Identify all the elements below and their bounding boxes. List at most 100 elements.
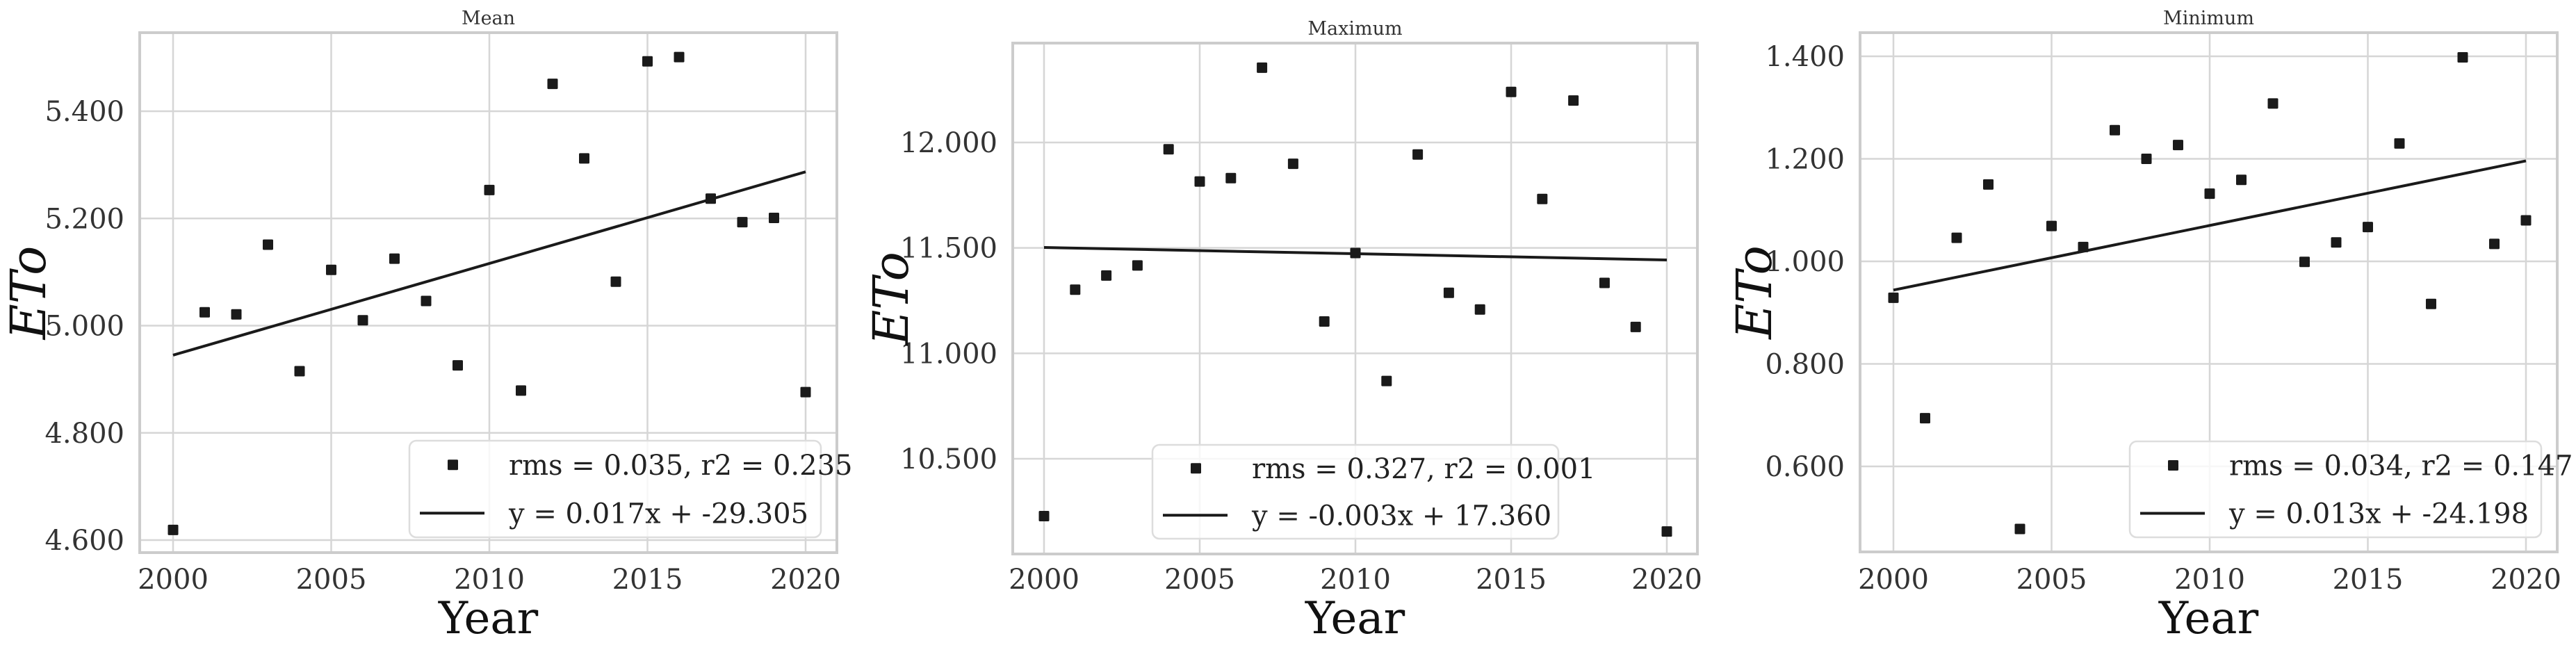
y-tick-label: 1.000	[1765, 246, 1845, 278]
chart-title: Mean	[462, 8, 515, 29]
y-tick-label: 4.600	[44, 525, 124, 557]
data-point-marker	[2520, 215, 2532, 226]
data-point-marker	[579, 153, 589, 164]
x-tick-label: 2010	[454, 564, 525, 596]
data-point-marker	[1661, 526, 1672, 537]
y-axis-label: ETo	[0, 246, 57, 341]
y-tick-label: 1.200	[1765, 144, 1845, 176]
axes-frame	[1011, 42, 1699, 555]
data-point-marker	[2046, 220, 2057, 231]
y-axis-label: ETo	[1726, 245, 1783, 341]
legend-label: rms = 0.035, r2 = 0.235	[509, 450, 853, 482]
data-point-marker	[1888, 292, 1899, 303]
data-points	[1038, 62, 1672, 537]
y-tick-label: 5.400	[44, 96, 124, 128]
data-point-marker	[1319, 316, 1330, 327]
y-tick-label: 4.800	[44, 418, 124, 450]
data-point-marker	[484, 184, 495, 195]
y-tick-label: 5.000	[44, 311, 124, 343]
data-point-marker	[199, 307, 210, 318]
data-point-marker	[674, 51, 685, 63]
data-point-marker	[2110, 124, 2120, 136]
y-tick-label: 5.200	[44, 203, 124, 235]
data-point-marker	[1038, 511, 1050, 522]
data-point-marker	[1983, 179, 1994, 190]
x-axis-label: Year	[1305, 593, 1405, 644]
gridlines	[1860, 33, 2557, 552]
x-tick-label: 2020	[770, 564, 841, 596]
y-tick-label: 11.000	[900, 338, 997, 370]
chart-panel-minimum: Minimum 2000 2005 2010 2015 2020 0.600 0.800 1.0…	[1726, 8, 2573, 644]
data-point-marker	[706, 193, 716, 204]
data-point-marker	[421, 295, 432, 307]
data-point-marker	[357, 315, 368, 326]
data-point-marker	[168, 524, 179, 535]
data-point-marker	[1412, 149, 1424, 160]
y-tick-label: 12.000	[900, 127, 997, 159]
x-tick-label: 2000	[1858, 564, 1929, 596]
data-point-marker	[2078, 241, 2089, 252]
data-point-marker	[800, 386, 811, 398]
data-point-marker	[737, 217, 748, 228]
data-point-marker	[1287, 158, 1298, 170]
legend-label: y = -0.003x + 17.360	[1251, 500, 1551, 532]
data-point-marker	[642, 56, 653, 67]
legend-marker-icon	[2168, 460, 2178, 471]
x-tick-label: 2015	[1476, 564, 1547, 596]
legend: rms = 0.034, r2 = 0.147 y = 0.013x + -24.…	[2128, 440, 2573, 539]
x-tick-label: 2010	[1320, 564, 1391, 596]
data-point-marker	[2173, 140, 2183, 151]
axes-frame	[1859, 31, 2559, 553]
data-point-marker	[516, 385, 526, 396]
x-axis-label: Year	[2158, 593, 2259, 644]
data-point-marker	[1350, 247, 1361, 259]
axes-frame	[138, 31, 838, 554]
data-point-marker	[2014, 523, 2025, 535]
gridlines	[140, 33, 837, 553]
x-tick-label: 2005	[2016, 564, 2087, 596]
y-tick-label: 1.400	[1765, 41, 1845, 73]
data-point-marker	[1132, 260, 1143, 271]
trend-line	[172, 170, 806, 357]
data-point-marker	[2489, 238, 2500, 250]
legend-label: rms = 0.034, r2 = 0.147	[2229, 450, 2573, 482]
data-point-marker	[453, 360, 463, 371]
y-tick-label: 0.800	[1765, 349, 1845, 381]
data-point-marker	[1225, 172, 1237, 184]
data-point-marker	[1194, 176, 1205, 187]
legend-label: rms = 0.327, r2 = 0.001	[1252, 453, 1596, 485]
data-point-marker	[1568, 95, 1579, 106]
data-point-marker	[1381, 375, 1392, 386]
legend-box	[408, 439, 822, 539]
legend-box	[2128, 440, 2543, 539]
legend: rms = 0.327, r2 = 0.001 y = -0.003x + 17.…	[1151, 443, 1596, 540]
data-point-marker	[1474, 304, 1485, 315]
data-point-marker	[1443, 287, 1454, 298]
data-point-marker	[1951, 232, 1962, 243]
x-tick-label: 2010	[2174, 564, 2245, 596]
chart-title: Minimum	[2163, 8, 2254, 29]
legend-marker-icon	[448, 459, 458, 471]
data-point-marker	[1506, 86, 1517, 97]
data-points	[1888, 51, 2532, 535]
data-point-marker	[2204, 188, 2215, 199]
data-point-marker	[2457, 51, 2468, 63]
y-tick-label: 10.500	[900, 443, 997, 475]
data-point-marker	[1101, 270, 1112, 281]
legend-marker-icon	[1191, 463, 1201, 474]
data-point-marker	[2267, 98, 2279, 109]
x-tick-label: 2020	[1631, 564, 1702, 596]
y-axis-label: ETo	[863, 252, 920, 347]
x-tick-label: 2015	[612, 564, 683, 596]
legend-box	[1151, 443, 1560, 540]
data-point-marker	[1537, 193, 1548, 204]
legend: rms = 0.035, r2 = 0.235 y = 0.017x + -29.…	[408, 439, 853, 539]
x-tick-label: 2020	[2491, 564, 2561, 596]
legend-label: y = 0.013x + -24.198	[2228, 498, 2529, 530]
x-tick-label: 2000	[138, 564, 209, 596]
data-point-marker	[769, 212, 779, 223]
trend-line	[1893, 159, 2527, 292]
data-point-marker	[231, 309, 242, 320]
data-point-marker	[1599, 277, 1610, 288]
